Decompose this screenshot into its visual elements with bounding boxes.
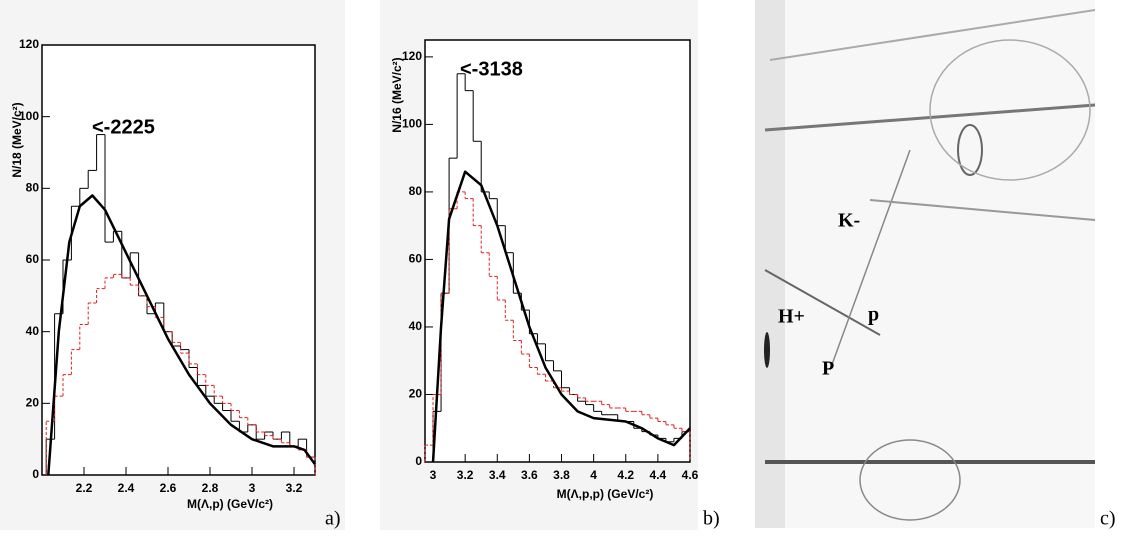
x-tick-label: 4.6 bbox=[682, 468, 699, 482]
panel-label: b) bbox=[703, 508, 720, 530]
photo-track bbox=[769, 9, 1096, 61]
x-tick-label: 3.2 bbox=[286, 481, 303, 495]
y-tick-label: 60 bbox=[409, 252, 423, 266]
annotation: <-3138 bbox=[460, 58, 523, 80]
y-tick-label: 80 bbox=[409, 184, 423, 198]
y-tick-label: 20 bbox=[409, 387, 423, 401]
x-tick-label: 2.6 bbox=[160, 481, 177, 495]
y-axis-label: N/16 (MeV/c²) bbox=[390, 57, 404, 132]
x-axis-label: M(Λ,p,p) (GeV/c²) bbox=[557, 487, 654, 501]
panel-label: c) bbox=[1100, 508, 1116, 530]
photo-blob bbox=[764, 332, 770, 368]
y-tick-label: 100 bbox=[19, 109, 39, 123]
plot-area bbox=[424, 39, 691, 463]
x-tick-label: 3 bbox=[249, 481, 256, 495]
photo-label: P bbox=[822, 358, 834, 380]
photo-track bbox=[829, 149, 911, 371]
photo-track bbox=[764, 269, 881, 336]
photo-curl bbox=[859, 439, 961, 521]
step-connector bbox=[424, 191, 691, 462]
photo-curl bbox=[929, 39, 1091, 181]
y-tick-label: 0 bbox=[415, 454, 422, 468]
photo-track bbox=[869, 199, 1096, 221]
x-tick-label: 4.2 bbox=[617, 468, 634, 482]
x-tick-label: 3.4 bbox=[489, 468, 506, 482]
x-tick-label: 3.6 bbox=[521, 468, 538, 482]
y-tick-label: 80 bbox=[26, 181, 40, 195]
photo-background bbox=[755, 0, 1095, 528]
x-tick-label: 2.2 bbox=[76, 481, 93, 495]
y-tick-label: 20 bbox=[26, 396, 40, 410]
fit-curve bbox=[431, 170, 691, 463]
x-tick-label: 4.4 bbox=[650, 468, 667, 482]
x-tick-label: 2.8 bbox=[202, 481, 219, 495]
y-tick-label: 100 bbox=[402, 117, 422, 131]
x-tick-label: 3.2 bbox=[457, 468, 474, 482]
photo-edge bbox=[755, 0, 785, 528]
y-tick-label: 40 bbox=[26, 324, 40, 338]
photo-label: p bbox=[868, 304, 879, 326]
x-axis-label: M(Λ,p) (GeV/c²) bbox=[187, 497, 273, 511]
photo: K- H+ p P bbox=[755, 0, 1096, 528]
y-tick-label: 0 bbox=[32, 467, 39, 481]
plot-area bbox=[41, 44, 316, 476]
y-tick-label: 60 bbox=[26, 252, 40, 266]
photo-curl bbox=[957, 124, 983, 176]
y-axis-label: N/18 (MeV/c²) bbox=[10, 102, 24, 177]
x-tick-label: 3.8 bbox=[553, 468, 570, 482]
y-tick-label: 120 bbox=[19, 37, 39, 51]
annotation: <-2225 bbox=[92, 116, 155, 138]
y-tick-label: 120 bbox=[402, 49, 422, 63]
x-tick-label: 4 bbox=[590, 468, 597, 482]
photo-label: K- bbox=[838, 210, 860, 232]
step-connector bbox=[45, 274, 316, 475]
y-tick-label: 40 bbox=[409, 319, 423, 333]
x-tick-label: 3 bbox=[430, 468, 437, 482]
fit-curve bbox=[47, 194, 317, 476]
photo-label: H+ bbox=[778, 306, 805, 328]
panel-label: a) bbox=[325, 508, 341, 530]
x-tick-label: 2.4 bbox=[118, 481, 135, 495]
